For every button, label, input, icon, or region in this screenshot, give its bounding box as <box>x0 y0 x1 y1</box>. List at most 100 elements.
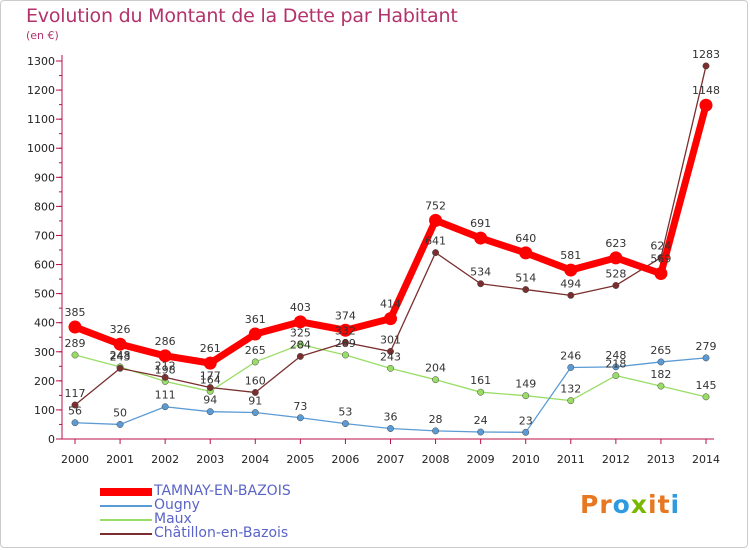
data-point <box>609 251 623 265</box>
x-tick-label: 2008 <box>422 453 450 466</box>
data-label: 325 <box>290 327 311 340</box>
data-label: 243 <box>110 350 131 363</box>
y-tick-label: 300 <box>34 346 55 359</box>
data-point <box>296 414 304 422</box>
data-point <box>338 323 352 337</box>
legend-swatch <box>100 533 152 535</box>
logo-letter: t <box>657 490 671 519</box>
data-point <box>702 354 710 362</box>
data-point <box>68 320 82 334</box>
data-label: 514 <box>515 272 536 285</box>
data-label: 73 <box>293 400 307 413</box>
data-point <box>612 282 620 289</box>
y-tick-label: 0 <box>48 433 55 446</box>
data-point <box>564 263 578 277</box>
data-label: 569 <box>650 253 671 266</box>
legend-label: Ougny <box>154 497 200 513</box>
data-label: 132 <box>560 383 581 396</box>
data-label: 160 <box>245 374 266 387</box>
x-tick-label: 2014 <box>692 453 720 466</box>
x-tick-label: 2000 <box>61 453 89 466</box>
axes: 0 100 200 300 400 500 600 700 800 900 1000 1100 1200… <box>27 55 720 466</box>
data-label: 623 <box>605 237 626 250</box>
x-tick-label: 2009 <box>467 453 495 466</box>
data-point <box>612 372 620 380</box>
legend-swatch <box>100 519 152 521</box>
data-label: 28 <box>429 413 443 426</box>
data-label: 198 <box>155 363 176 376</box>
data-label: 248 <box>605 349 626 362</box>
data-label: 91 <box>248 395 262 408</box>
data-label: 301 <box>380 333 401 346</box>
data-label: 164 <box>200 373 221 386</box>
x-tick-label: 2011 <box>557 453 585 466</box>
data-point <box>567 397 575 405</box>
data-point <box>113 337 127 351</box>
data-label: 494 <box>560 277 581 290</box>
data-point <box>477 388 485 396</box>
data-label: 641 <box>425 235 446 248</box>
data-point <box>477 280 485 288</box>
data-point <box>522 286 530 293</box>
y-tick-label: 1200 <box>27 84 55 97</box>
x-tick-label: 2006 <box>331 453 359 466</box>
data-point <box>387 364 394 372</box>
data-label: 218 <box>605 358 626 371</box>
x-tick-label: 2002 <box>151 453 179 466</box>
data-point <box>293 315 307 329</box>
data-point <box>657 382 665 390</box>
data-point <box>657 358 665 366</box>
data-label: 528 <box>605 267 626 280</box>
data-label: 261 <box>200 342 221 355</box>
chart-title: Evolution du Montant de la Dette par Hab… <box>26 5 458 27</box>
data-point <box>296 352 304 360</box>
x-tick-label: 2010 <box>512 453 540 466</box>
data-label: 36 <box>384 411 398 424</box>
data-label: 50 <box>113 406 127 419</box>
data-label: 289 <box>335 337 356 350</box>
data-point <box>71 419 79 427</box>
data-point <box>71 401 79 409</box>
data-label: 624 <box>650 240 671 253</box>
data-label: 182 <box>650 368 671 381</box>
data-label: 534 <box>470 266 491 279</box>
data-point <box>612 363 620 371</box>
chart-unit: (en €) <box>26 29 59 42</box>
data-point <box>699 98 713 112</box>
data-point <box>161 403 169 411</box>
data-label: 248 <box>110 349 131 362</box>
logo-letter: P <box>580 490 600 519</box>
data-label: 332 <box>335 324 356 337</box>
data-point <box>702 62 710 70</box>
data-label: 117 <box>65 387 86 400</box>
y-tick-label: 1100 <box>27 113 55 126</box>
data-point <box>432 427 440 435</box>
data-point <box>387 348 394 355</box>
data-point <box>248 327 262 341</box>
data-point <box>522 428 530 436</box>
y-tick-label: 500 <box>34 288 55 301</box>
x-tick-label: 2013 <box>647 453 675 466</box>
y-tick-label: 1000 <box>27 142 55 155</box>
data-label: 1283 <box>692 48 720 61</box>
y-tick-label: 1300 <box>27 55 55 68</box>
data-label: 286 <box>155 335 176 348</box>
y-tick-label: 100 <box>34 404 55 417</box>
data-label: 212 <box>155 359 176 372</box>
x-tick-label: 2004 <box>241 453 269 466</box>
x-tick-label: 2007 <box>377 453 405 466</box>
data-label: 284 <box>290 338 311 351</box>
data-label: 53 <box>338 406 352 419</box>
data-label: 204 <box>425 362 446 375</box>
data-label: 111 <box>155 389 176 402</box>
logo-letter: x <box>630 490 648 519</box>
x-tick-label: 2001 <box>106 453 134 466</box>
data-point <box>387 425 394 432</box>
data-point <box>429 213 443 227</box>
x-tick-label: 2012 <box>602 453 630 466</box>
data-point <box>71 351 79 359</box>
data-label: 24 <box>474 414 488 427</box>
y-tick-label: 200 <box>34 375 55 388</box>
y-tick-label: 600 <box>34 259 55 272</box>
data-label: 56 <box>68 405 82 418</box>
